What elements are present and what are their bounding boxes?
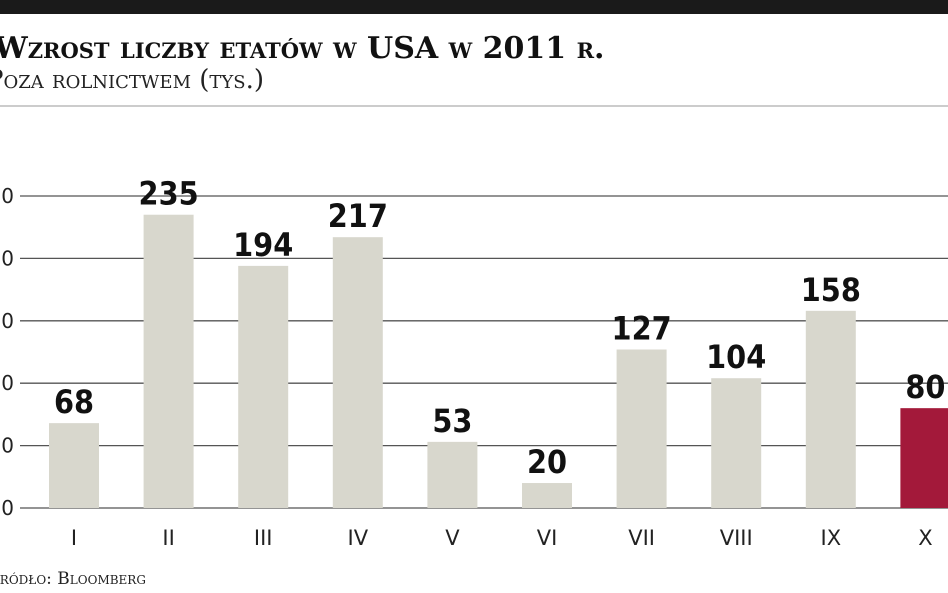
bar bbox=[332, 237, 383, 508]
value-label: 68 bbox=[54, 383, 94, 421]
bar bbox=[522, 483, 572, 508]
value-label: 127 bbox=[612, 310, 672, 348]
y-tick-label: 50 bbox=[0, 434, 14, 458]
value-label: 53 bbox=[432, 402, 472, 440]
y-tick-label: 150 bbox=[0, 309, 14, 333]
bar bbox=[49, 423, 99, 508]
x-tick-label: V bbox=[445, 526, 460, 550]
bar bbox=[616, 349, 667, 508]
x-tick-label: VI bbox=[537, 526, 558, 550]
value-label: 80 bbox=[905, 368, 945, 406]
x-tick-label: III bbox=[254, 526, 273, 550]
bar bbox=[900, 408, 948, 508]
value-label: 217 bbox=[328, 197, 388, 235]
value-label: 158 bbox=[801, 271, 861, 309]
value-label: 194 bbox=[233, 226, 293, 264]
x-tick-label: IV bbox=[348, 526, 369, 550]
bar bbox=[711, 378, 762, 508]
value-label: 20 bbox=[527, 443, 567, 481]
bar bbox=[805, 310, 856, 508]
y-tick-label: 250 bbox=[0, 184, 14, 208]
x-tick-label: IX bbox=[821, 526, 842, 550]
x-tick-label: VII bbox=[628, 526, 655, 550]
chart-title: Wzrost liczby etatów w USA w 2011 r. bbox=[0, 31, 604, 66]
value-label: 104 bbox=[706, 338, 766, 376]
y-tick-label: 200 bbox=[0, 246, 14, 270]
x-tick-label: I bbox=[71, 526, 77, 550]
bar bbox=[427, 441, 478, 508]
y-tick-label: 0 bbox=[1, 496, 14, 520]
value-label: 235 bbox=[139, 175, 199, 213]
bar bbox=[238, 265, 289, 508]
x-tick-label: VIII bbox=[720, 526, 753, 550]
y-tick-label: 100 bbox=[0, 371, 14, 395]
chart-subtitle: Poza rolnictwem (tys.) bbox=[0, 65, 264, 95]
source: Źródło: Bloomberg bbox=[0, 568, 146, 589]
top-band bbox=[0, 0, 948, 14]
bar bbox=[143, 214, 194, 508]
x-tick-label: II bbox=[162, 526, 174, 550]
x-tick-label: X bbox=[918, 526, 932, 550]
